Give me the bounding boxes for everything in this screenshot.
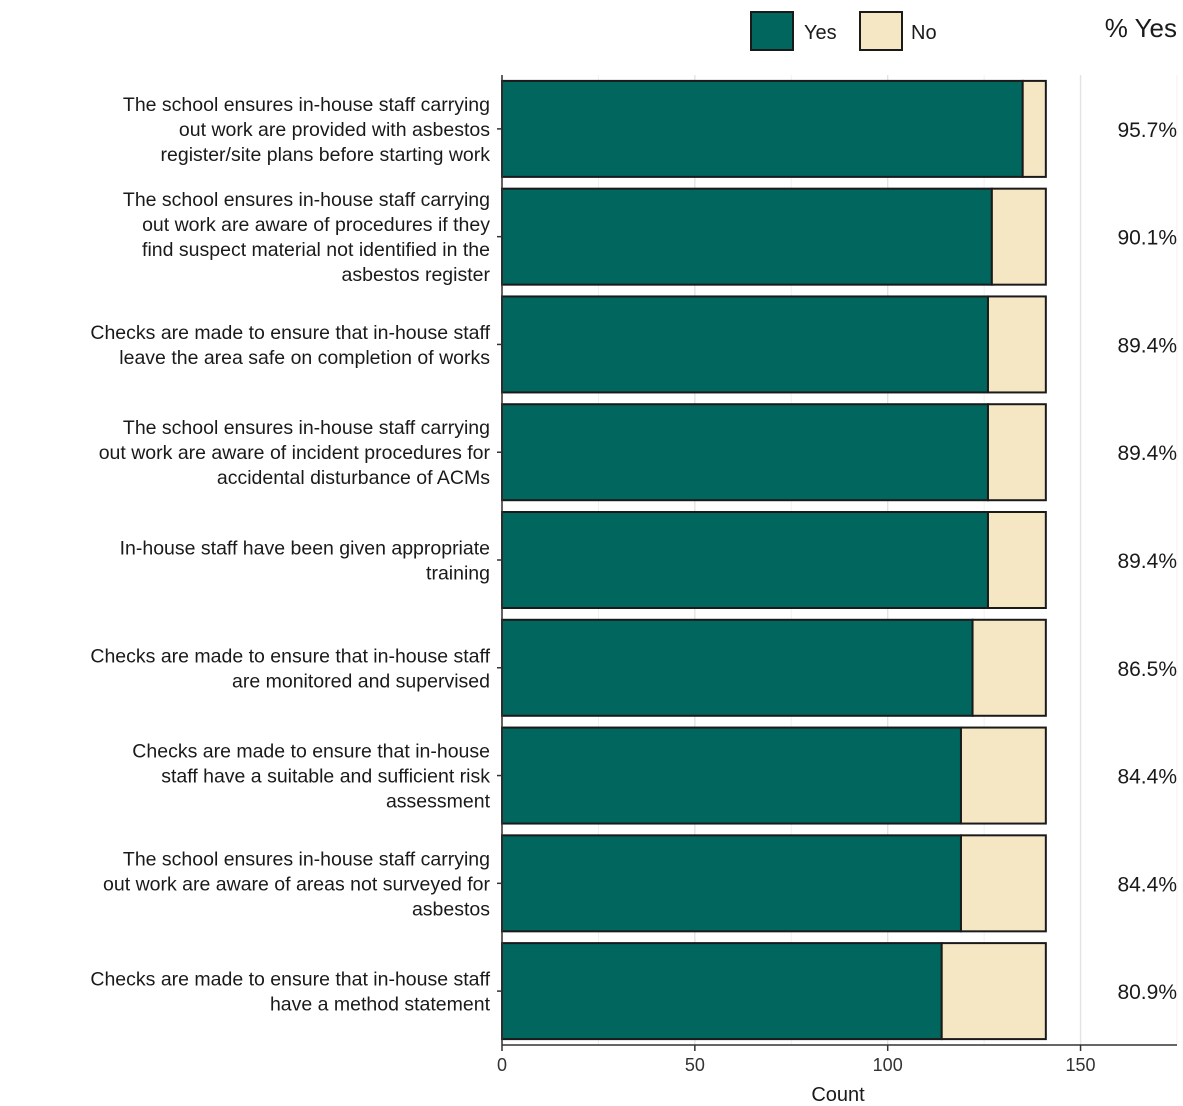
bar-yes-9 [501, 942, 943, 1041]
legend-swatch-yes [750, 11, 794, 51]
bar-no-2 [990, 187, 1047, 286]
pct-yes-label: 84.4% [1117, 766, 1177, 789]
pct-yes-label: 89.4% [1117, 550, 1177, 573]
category-label: Checks are made to ensure that in-house … [90, 322, 490, 369]
x-tick-label: 150 [1066, 1055, 1096, 1075]
bar-no-9 [940, 942, 1047, 1041]
bar-yes-8 [501, 834, 962, 933]
category-label: The school ensures in-house staff carryi… [123, 189, 491, 286]
bar-yes-3 [501, 295, 989, 394]
legend: Yes No [750, 11, 937, 51]
bar-yes-1 [501, 79, 1024, 178]
bars [501, 79, 1047, 1041]
pct-yes-label: 95.7% [1117, 119, 1177, 142]
pct-yes-header: % Yes [1105, 13, 1177, 43]
pct-yes-label: 90.1% [1117, 227, 1177, 250]
bar-no-5 [986, 511, 1047, 609]
bar-yes-2 [501, 187, 993, 286]
legend-label-no: No [911, 22, 937, 44]
category-label: In-house staff have been given appropria… [120, 538, 490, 585]
category-label: The school ensures in-house staff carryi… [103, 848, 490, 920]
category-label: The school ensures in-house staff carryi… [99, 417, 491, 489]
bar-no-4 [986, 403, 1047, 502]
x-axis-title: Count [811, 1084, 865, 1106]
category-labels: The school ensures in-house staff carryi… [90, 94, 490, 1016]
bar-no-7 [959, 726, 1047, 825]
x-tick-label: 50 [685, 1055, 705, 1075]
x-tick-label: 0 [497, 1055, 507, 1075]
legend-label-yes: Yes [804, 22, 837, 44]
pct-yes-labels: 95.7% 90.1% 89.4% 89.4% 89.4% 86.5% 84.4% 84.4%… [1117, 119, 1177, 1004]
pct-yes-label: 86.5% [1117, 658, 1177, 681]
pct-yes-label: 80.9% [1117, 981, 1177, 1004]
category-label: Checks are made to ensure that in-house … [90, 645, 490, 692]
bar-no-3 [986, 295, 1047, 394]
category-label: Checks are made to ensure that in-house s… [132, 741, 490, 813]
pct-yes-label: 89.4% [1117, 442, 1177, 465]
bar-yes-4 [501, 403, 989, 502]
category-label: Checks are made to ensure that in-house … [90, 969, 490, 1016]
bar-no-6 [971, 618, 1047, 717]
x-axis: 0 50 100 150 [497, 75, 1177, 1075]
bar-no-8 [959, 834, 1047, 933]
legend-swatch-no [859, 11, 903, 51]
pct-yes-label: 89.4% [1117, 334, 1177, 357]
x-tick-label: 100 [873, 1055, 903, 1075]
category-label: The school ensures in-house staff carryi… [123, 94, 490, 166]
pct-yes-label: 84.4% [1117, 873, 1177, 896]
bar-yes-7 [501, 726, 962, 825]
bar-yes-6 [501, 618, 974, 717]
bar-yes-5 [501, 511, 989, 609]
bar-no-1 [1021, 79, 1047, 178]
